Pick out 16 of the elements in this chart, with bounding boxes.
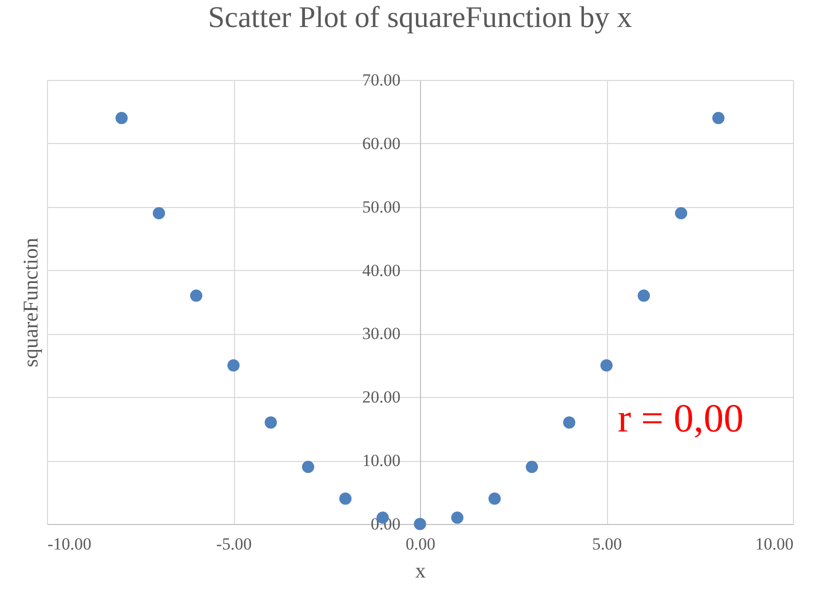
x-tick-label: 0.00 [406,534,436,554]
y-tick-label: 10.00 [362,451,400,470]
y-tick-label: 20.00 [362,388,400,407]
y-tick-label: 40.00 [362,260,400,280]
x-tick-label: 10.00 [755,534,794,554]
x-tick-label: -10.00 [48,534,92,554]
y-tick-label: 30.00 [362,324,400,344]
y-tick-label: 60.00 [362,134,400,153]
y-tick-label: 50.00 [362,197,400,216]
x-axis-title: x [415,558,426,582]
annotation: r = 0,00 [618,396,744,441]
x-tick-label: -5.00 [216,534,252,554]
x-tick-label: 5.00 [592,534,622,554]
y-tick-label: 70.00 [362,70,400,90]
chart-title: Scatter Plot of squareFunction by x [208,1,632,34]
y-axis-title: squareFunction [18,237,42,368]
